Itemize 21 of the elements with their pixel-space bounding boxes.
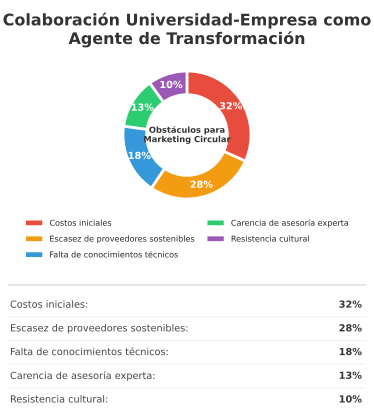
data-label: 28% xyxy=(190,180,213,188)
legend-label: Costos iniciales xyxy=(50,220,112,226)
data-label: 13% xyxy=(132,103,154,111)
text: Carencia de asesoría experta: xyxy=(10,371,154,381)
data-label: 32% xyxy=(220,102,242,110)
text: 32% xyxy=(339,300,362,308)
legend-label: Escasez de proveedores sostenibles xyxy=(50,235,194,244)
text: 13% xyxy=(340,372,362,379)
text: Falta de conocimientos técnicos: xyxy=(10,347,168,356)
legend-label: Carencia de asesoría experta xyxy=(231,219,348,228)
text: 28% xyxy=(340,324,362,332)
text: 10% xyxy=(340,395,362,403)
chart-title: Colaboración Universidad-Empresa como Agente de Transformación xyxy=(3,12,371,48)
data-label: 18% xyxy=(128,152,151,160)
legend-label: Resistencia cultural xyxy=(232,235,309,242)
text: Escasez de proveedores sostenibles: xyxy=(10,324,188,334)
text: Resistencia cultural: xyxy=(10,395,108,403)
data-label: 10% xyxy=(160,80,182,88)
text: 18% xyxy=(340,348,362,356)
legend-label: Falta de conocimientos técnicos xyxy=(50,250,178,258)
text: Costos iniciales: xyxy=(10,300,88,308)
